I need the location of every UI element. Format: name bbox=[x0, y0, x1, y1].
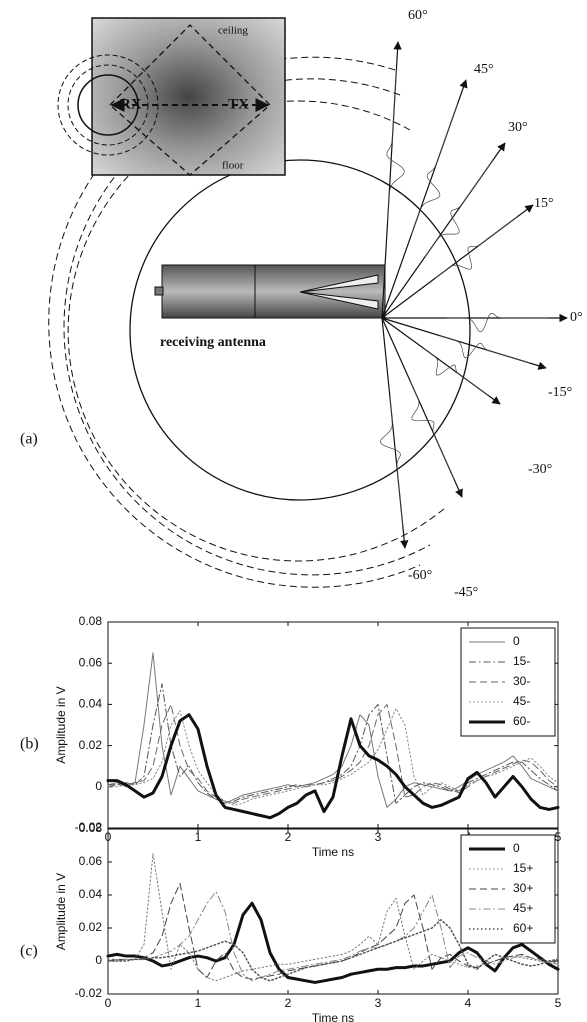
y-tick-label: 0 bbox=[95, 779, 102, 793]
panel-label: (a) bbox=[20, 431, 38, 448]
pulse-trace bbox=[380, 399, 402, 526]
y-tick-label: 0.08 bbox=[79, 614, 103, 628]
angle-label: 45° bbox=[474, 62, 494, 77]
angle-label: 15° bbox=[534, 196, 554, 211]
y-tick-label: 0 bbox=[95, 953, 102, 967]
y-tick-label: 0.06 bbox=[79, 655, 103, 669]
legend-label: 30+ bbox=[513, 881, 533, 895]
legend-label: 15- bbox=[513, 654, 530, 668]
legend-label: 30- bbox=[513, 674, 530, 688]
y-tick-label: -0.02 bbox=[75, 986, 103, 1000]
angle-label: -45° bbox=[454, 585, 478, 600]
angle-label: 60° bbox=[408, 8, 428, 23]
tx-label: TX bbox=[228, 96, 249, 112]
legend: 0 15+ 30+ 45+ 60+ bbox=[461, 835, 555, 943]
y-tick-label: 0.02 bbox=[79, 920, 103, 934]
legend-label: 60+ bbox=[513, 921, 533, 935]
floor-label: floor bbox=[222, 160, 244, 172]
y-tick-label: 0.02 bbox=[79, 738, 103, 752]
panel-label: (b) bbox=[20, 736, 39, 753]
x-axis-label: Time ns bbox=[312, 1011, 354, 1022]
figure: RX TX ceiling floor receiving antenna (a… bbox=[0, 0, 587, 1022]
x-axis-label: Time ns bbox=[312, 845, 354, 859]
antenna-connector bbox=[155, 287, 163, 295]
y-tick-label: 0.04 bbox=[79, 887, 103, 901]
pulse-trace bbox=[447, 313, 549, 332]
angle-label: 30° bbox=[508, 120, 528, 135]
x-tick-label: 2 bbox=[285, 996, 292, 1010]
antenna-label: receiving antenna bbox=[160, 335, 266, 350]
y-tick-label: 0.04 bbox=[79, 697, 103, 711]
legend-label: 15+ bbox=[513, 861, 533, 875]
legend-label: 0 bbox=[513, 841, 520, 855]
angle-label: -15° bbox=[548, 385, 572, 400]
angle-label: -30° bbox=[528, 462, 552, 477]
angle-label: 0° bbox=[570, 310, 583, 325]
y-axis-label: Amplitude in V bbox=[54, 873, 68, 950]
legend: 0 15- 30- 45- 60- bbox=[461, 628, 555, 736]
x-tick-label: 4 bbox=[465, 996, 472, 1010]
angle-label: -60° bbox=[408, 568, 432, 583]
y-axis-label: Amplitude in V bbox=[54, 686, 68, 763]
range-circle bbox=[130, 160, 470, 500]
x-tick-label: 0 bbox=[105, 996, 112, 1010]
legend-label: 45- bbox=[513, 694, 530, 708]
x-tick-label: 3 bbox=[375, 996, 382, 1010]
ceiling-label: ceiling bbox=[218, 25, 248, 37]
y-tick-label: 0.06 bbox=[79, 854, 103, 868]
panel-label: (c) bbox=[20, 943, 38, 960]
antenna bbox=[162, 265, 385, 318]
rx-label: RX bbox=[120, 96, 142, 112]
legend-label: 45+ bbox=[513, 901, 533, 915]
legend-label: 0 bbox=[513, 634, 520, 648]
x-tick-label: 5 bbox=[555, 996, 562, 1010]
x-tick-label: 1 bbox=[195, 996, 202, 1010]
y-tick-label: 0.08 bbox=[79, 821, 103, 835]
legend-label: 60- bbox=[513, 714, 530, 728]
